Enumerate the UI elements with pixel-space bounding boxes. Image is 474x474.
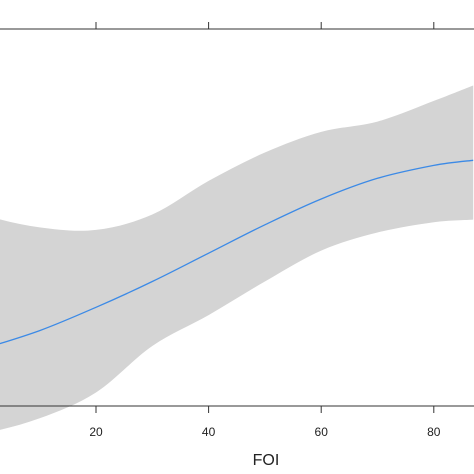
x-axis-title: FOI (253, 452, 280, 469)
x-tick-label: 80 (427, 425, 441, 439)
confidence-band (0, 85, 474, 430)
x-tick-label: 40 (202, 425, 216, 439)
x-axis-ticks: 20 40 60 80 (89, 22, 441, 439)
plot-frame (0, 28, 474, 407)
confidence-band-layer (0, 85, 474, 430)
x-tick-label: 20 (89, 425, 103, 439)
fit-line (0, 159, 474, 345)
fit-line-layer (0, 159, 474, 345)
x-tick-label: 60 (315, 425, 329, 439)
